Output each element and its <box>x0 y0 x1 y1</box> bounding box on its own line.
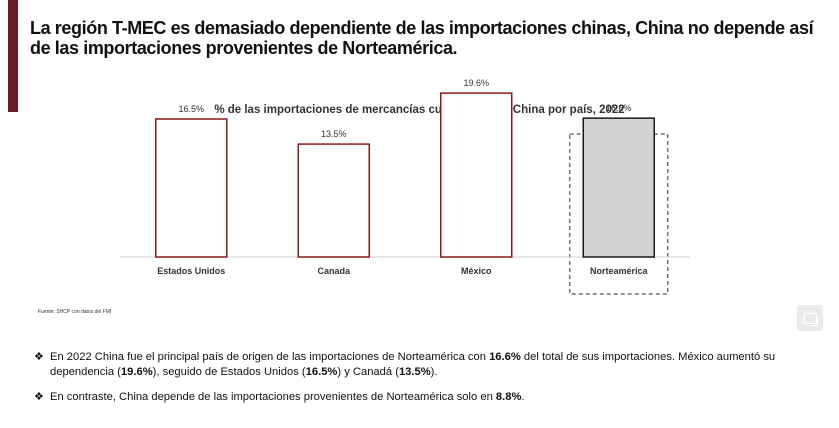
bullet-bold-value: 16.6% <box>489 351 521 363</box>
image-viewer-icon[interactable] <box>797 305 823 331</box>
data-label-1: 13.5% <box>321 129 347 139</box>
bar-3 <box>582 117 655 258</box>
bullet-text-part: del total de sus importaciones. México a… <box>50 351 776 378</box>
bullet-text: En 2022 China fue el principal país de o… <box>50 351 775 378</box>
bullet-list: ❖ En 2022 China fue el principal país de … <box>34 350 824 415</box>
data-label-2: 19.6% <box>463 78 489 88</box>
diamond-bullet-icon: ❖ <box>34 391 44 403</box>
bullet-text-part: En 2022 China fue el principal país de o… <box>50 351 490 363</box>
bullet-item: ❖ En 2022 China fue el principal país de … <box>34 350 824 380</box>
bullet-item: ❖ En contraste, China depende de las impo… <box>34 390 824 405</box>
data-label-3: 16.6% <box>606 103 632 113</box>
diamond-bullet-icon: ❖ <box>34 351 44 363</box>
bar-1 <box>297 143 370 258</box>
bullet-text-part: ), seguido de Estados Unidos ( <box>152 366 306 378</box>
category-label-0: Estados Unidos <box>157 266 225 276</box>
chart-title: % de las importaciones de mercancías cuy… <box>214 104 625 116</box>
bar-chart: 16.5% Estados Unidos 13.5% Canada 19.6% Méxic… <box>120 78 690 295</box>
bullet-bold-value: 16.5% <box>305 366 338 378</box>
bullet-text: En contraste, China depende de las impor… <box>50 391 525 403</box>
title-accent-bar <box>8 0 18 112</box>
data-label-0: 16.5% <box>178 104 204 114</box>
source-note: Fuente: SHCP con datos del FMI <box>38 309 112 315</box>
bullet-text-part: ) y Canadá ( <box>337 366 399 378</box>
bar-0 <box>155 118 228 258</box>
bullet-bold-value: 13.5% <box>398 366 431 378</box>
bullet-bold-value: 19.6% <box>120 366 153 378</box>
slide-title: La región T-MEC es demasiado dependiente… <box>30 18 814 58</box>
category-label-1: Canada <box>317 266 351 276</box>
category-label-3: Norteamérica <box>590 266 649 276</box>
bullet-bold-value: 8.8% <box>495 391 522 403</box>
bar-2 <box>440 92 513 258</box>
category-label-2: México <box>461 266 492 276</box>
bullet-text-part: ). <box>430 366 438 378</box>
bullet-text-part: En contraste, China depende de las impor… <box>50 391 496 403</box>
bullet-text-part: . <box>521 391 525 403</box>
